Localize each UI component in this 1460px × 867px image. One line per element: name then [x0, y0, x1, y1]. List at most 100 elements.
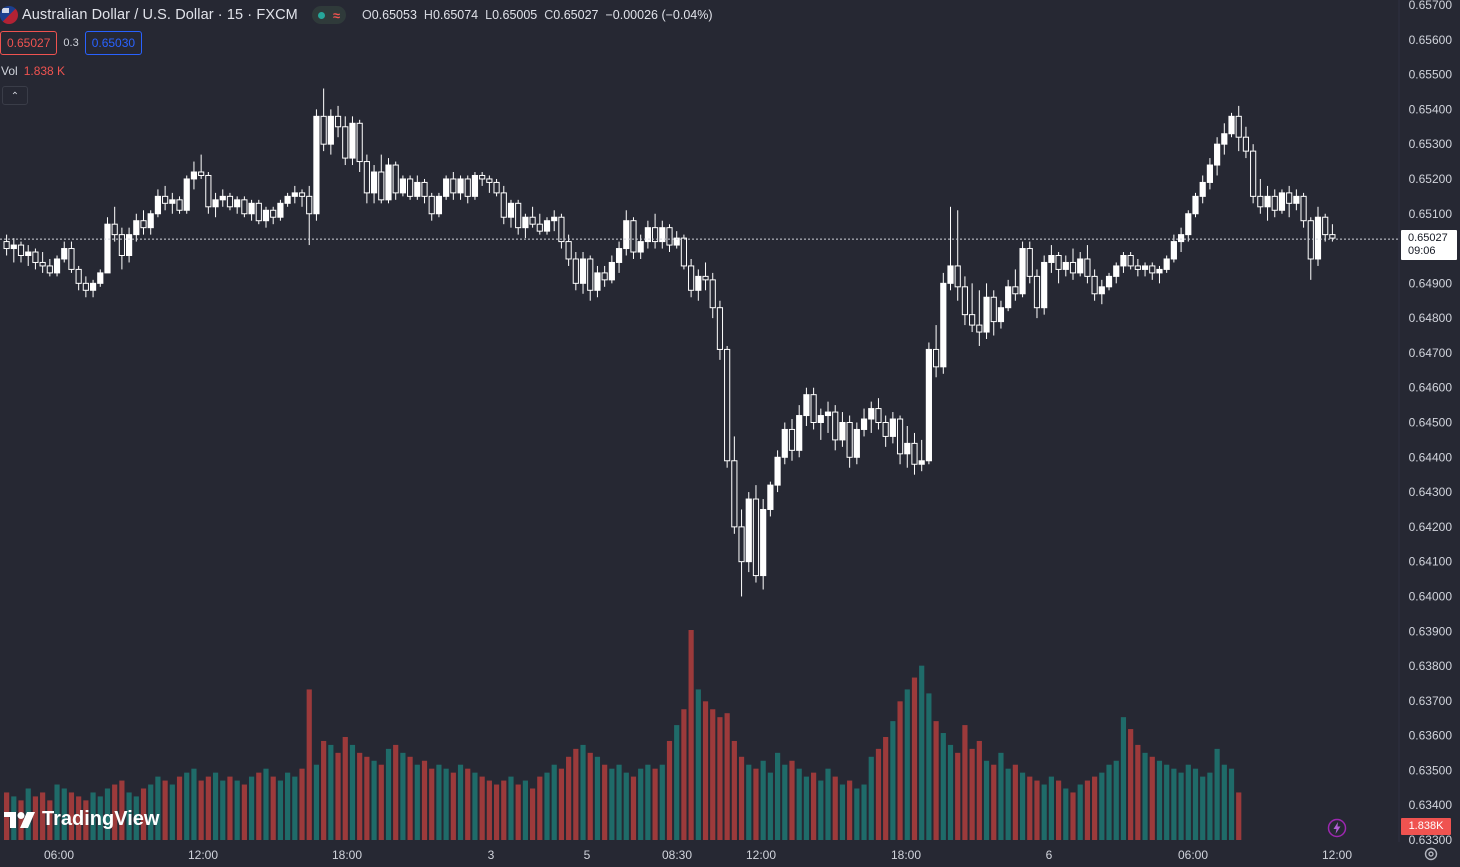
volume-bar: [1106, 764, 1112, 840]
candle-body: [1221, 133, 1228, 145]
candle-body: [291, 192, 298, 197]
settings-gear-icon[interactable]: [1423, 846, 1439, 862]
volume-bar: [623, 772, 629, 840]
candle-body: [810, 394, 817, 423]
time-axis[interactable]: 06:00 12:00 18:00 3 5 08:30 12:00 18:00 6 06:00 12…: [44, 848, 1352, 862]
collapse-legend-button[interactable]: ⌃: [2, 86, 28, 105]
current-price-label: 0.65027 09:06: [1401, 230, 1457, 260]
candle-body: [450, 178, 457, 194]
candle-body: [688, 265, 695, 291]
volume-bar: [1200, 776, 1206, 840]
volume-bar: [1099, 772, 1105, 840]
market-open-dot-icon: [317, 11, 325, 19]
volume-bar: [263, 768, 269, 840]
candle-body: [1156, 268, 1163, 274]
volume-bar: [1236, 792, 1242, 840]
trade-buttons: 0.65027 0.3 0.65030: [0, 31, 143, 55]
candle-body: [428, 195, 435, 215]
candle-body: [1055, 255, 1062, 270]
candle-body: [61, 248, 68, 260]
volume-bar: [342, 736, 348, 840]
candle-body: [911, 442, 918, 465]
volume-bar: [695, 689, 701, 840]
candle-body: [904, 442, 911, 455]
candle-body: [673, 237, 680, 246]
price-axis[interactable]: 0.65700 0.65600 0.65500 0.65400 0.65300 0.652…: [1409, 0, 1453, 847]
candle-body: [875, 408, 882, 424]
candle-body: [75, 268, 82, 284]
candle-body: [111, 223, 118, 236]
candle-body: [702, 275, 709, 281]
candle-body: [183, 178, 190, 211]
candle-body: [695, 275, 702, 291]
volume-bar: [1005, 768, 1011, 840]
volume-legend[interactable]: Vol 1.838 K: [1, 64, 65, 78]
volume-bar: [688, 630, 694, 840]
volume-bar: [465, 768, 471, 840]
volume-bar: [1192, 768, 1199, 840]
volume-bar: [112, 784, 118, 840]
candle-body: [716, 307, 724, 350]
candle-body: [587, 258, 594, 291]
candle-body: [644, 227, 651, 243]
price-tick-label: 0.64000: [1409, 589, 1453, 603]
candle-body: [53, 258, 61, 274]
time-tick-label: 6: [1046, 848, 1053, 862]
candle-body: [471, 174, 479, 197]
volume-bar: [364, 756, 370, 840]
lightning-icon[interactable]: [1327, 818, 1347, 838]
candle-body: [385, 164, 392, 201]
candle-body: [298, 192, 306, 197]
volume-bar: [652, 768, 658, 840]
candle-body: [190, 171, 198, 180]
candle-body: [882, 422, 889, 437]
volume-bar: [839, 784, 846, 840]
volume-bar: [349, 744, 356, 840]
candle-body: [1322, 216, 1329, 236]
symbol-title[interactable]: Australian Dollar / U.S. Dollar · 15 · F…: [22, 7, 298, 23]
volume-bar: [515, 784, 521, 840]
candle-body: [1177, 234, 1185, 243]
candle-body: [954, 265, 961, 288]
volume-bar: [335, 752, 341, 840]
candle-body: [39, 261, 46, 267]
candle-body: [1091, 275, 1098, 295]
volume-bar: [407, 756, 413, 840]
price-tick-label: 0.63800: [1409, 659, 1453, 673]
volume-bar: [90, 792, 96, 840]
volume-bar: [1041, 784, 1047, 840]
volume-bar: [1171, 768, 1177, 840]
candle-body: [1069, 261, 1077, 274]
candle-body: [832, 411, 839, 441]
candle-body: [796, 415, 803, 451]
time-tick-label: 18:00: [891, 848, 921, 862]
buy-button[interactable]: 0.65030: [84, 31, 143, 55]
volume-bar: [861, 784, 867, 840]
volume-bar: [234, 780, 240, 840]
candle-body: [507, 202, 515, 218]
volume-bar: [868, 756, 874, 840]
candle-body: [1293, 195, 1300, 204]
candle-body: [925, 348, 932, 462]
volume-bar: [904, 689, 910, 840]
volume-bar: [1063, 788, 1069, 840]
tradingview-logo[interactable]: TradingView: [4, 808, 159, 831]
volume-bar: [702, 701, 709, 840]
candle-body: [889, 418, 896, 437]
candle-body: [320, 115, 327, 145]
volume-bar: [558, 768, 565, 840]
sell-button[interactable]: 0.65027: [0, 31, 58, 55]
volume-bar: [616, 764, 622, 840]
volume-bar: [782, 764, 788, 840]
volume-bar: [789, 760, 795, 840]
candle-body: [1214, 143, 1221, 166]
market-status[interactable]: ≈: [311, 6, 346, 24]
candle-body: [846, 422, 853, 458]
close-value: 0.65027: [553, 8, 599, 22]
candle-body: [89, 282, 97, 291]
volume-bar: [890, 721, 896, 840]
volume-bar: [753, 768, 759, 840]
volume-bar: [919, 665, 925, 840]
